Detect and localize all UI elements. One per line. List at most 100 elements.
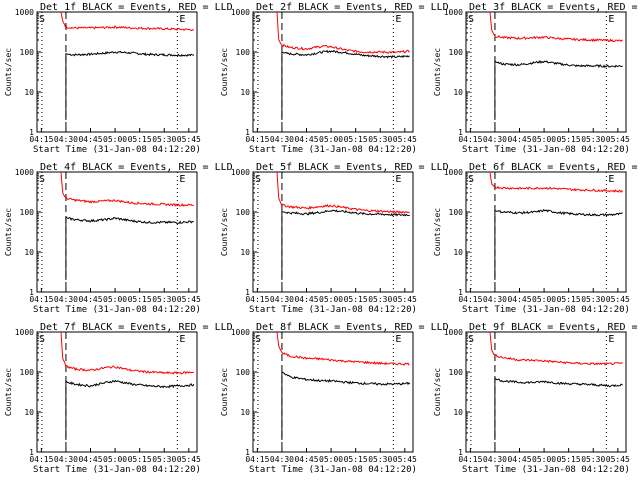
y-tick-label: 1000 (444, 8, 463, 17)
detector-panel: Det 2f BLACK = Events, RED = LLD Counts/s… (220, 2, 449, 155)
x-tick-label: 05:45 (393, 295, 417, 304)
x-tick-label: 05:30 (581, 455, 605, 464)
detector-panel: Det 7f BLACK = Events, RED = LLD Counts/s… (4, 322, 233, 475)
x-axis-label: Start Time (31-Jan-08 04:12:20) (33, 145, 201, 155)
y-tick-label: 10 (453, 248, 463, 257)
y-tick-label: 100 (236, 48, 251, 57)
x-tick-label: 05:45 (606, 295, 630, 304)
events-rate-line (65, 379, 195, 440)
y-tick-label: 100 (236, 208, 251, 217)
plot-frame (465, 171, 627, 293)
x-axis-label: Start Time (31-Jan-08 04:12:20) (249, 465, 417, 475)
x-axis-label: Start Time (31-Jan-08 04:12:20) (462, 145, 630, 155)
y-axis-label: Counts/sec (220, 48, 229, 96)
y-tick-label: 1 (29, 288, 34, 297)
x-axis-label: Start Time (31-Jan-08 04:12:20) (33, 305, 201, 315)
x-tick-label: 05:30 (368, 135, 392, 144)
x-tick-label: 05:15 (344, 295, 368, 304)
x-tick-label: 05:00 (319, 295, 343, 304)
x-tick-label: 04:15 (245, 295, 269, 304)
x-tick-label: 05:30 (152, 295, 176, 304)
x-tick-label: 05:15 (128, 135, 152, 144)
x-tick-label: 04:45 (78, 455, 102, 464)
x-tick-label: 05:45 (606, 455, 630, 464)
y-tick-label: 100 (20, 368, 35, 377)
end-marker-label: E (608, 14, 614, 25)
events-rate-line (281, 209, 410, 280)
x-tick-label: 05:45 (393, 135, 417, 144)
events-rate-line (65, 216, 194, 280)
plot-frame (252, 11, 414, 133)
y-tick-label: 100 (20, 208, 35, 217)
x-tick-label: 04:45 (294, 455, 318, 464)
y-tick-label: 10 (24, 88, 34, 97)
events-rate-line (494, 208, 623, 280)
lld-rate-line (489, 331, 624, 366)
x-tick-label: 05:00 (532, 455, 556, 464)
lld-rate-line (60, 171, 194, 207)
x-tick-label: 04:45 (294, 135, 318, 144)
x-tick-label: 04:30 (54, 135, 78, 144)
x-tick-label: 04:15 (29, 455, 53, 464)
panel-title: Det 9f BLACK = Events, RED = LLD (469, 322, 640, 333)
lld-rate-line (276, 11, 410, 54)
lld-rate-line (60, 11, 195, 32)
panel-title: Det 3f BLACK = Events, RED = LLD (469, 2, 640, 13)
plot-frame (36, 331, 198, 453)
x-tick-label: 05:15 (557, 135, 581, 144)
x-tick-label: 05:00 (319, 455, 343, 464)
lld-rate-line (276, 331, 410, 366)
start-marker-label: S (255, 14, 261, 25)
plot-frame (36, 171, 198, 293)
panel-title: Det 7f BLACK = Events, RED = LLD (40, 322, 233, 333)
x-tick-label: 05:15 (344, 455, 368, 464)
x-tick-label: 04:30 (270, 455, 294, 464)
x-axis-label: Start Time (31-Jan-08 04:12:20) (249, 305, 417, 315)
start-marker-label: S (39, 174, 45, 185)
start-marker-label: S (468, 14, 474, 25)
panel-title: Det 6f BLACK = Events, RED = LLD (469, 162, 640, 173)
events-rate-line (65, 50, 195, 120)
y-axis-label: Counts/sec (433, 368, 442, 416)
detector-panel: Det 9f BLACK = Events, RED = LLD Counts/s… (433, 322, 640, 475)
x-tick-label: 04:15 (29, 295, 53, 304)
x-tick-label: 05:00 (103, 455, 127, 464)
events-rate-line (281, 49, 410, 120)
detector-panel: Det 5f BLACK = Events, RED = LLD Counts/s… (220, 162, 449, 315)
y-tick-label: 1000 (444, 328, 463, 337)
lld-rate-line (489, 11, 623, 43)
y-tick-label: 100 (449, 368, 464, 377)
x-tick-label: 04:30 (270, 135, 294, 144)
events-rate-line (494, 377, 623, 440)
x-tick-label: 04:45 (507, 295, 531, 304)
x-tick-label: 05:15 (128, 455, 152, 464)
y-axis-label: Counts/sec (433, 208, 442, 256)
detector-panel: Det 6f BLACK = Events, RED = LLD Counts/s… (433, 162, 640, 315)
x-tick-label: 05:45 (177, 135, 201, 144)
end-marker-label: E (179, 174, 185, 185)
x-tick-label: 05:30 (152, 135, 176, 144)
end-marker-label: E (608, 334, 614, 345)
y-tick-label: 1 (29, 448, 34, 457)
x-tick-label: 04:30 (54, 455, 78, 464)
lld-rate-line (276, 171, 410, 214)
x-tick-label: 04:15 (458, 455, 482, 464)
y-tick-label: 1000 (15, 8, 34, 17)
events-rate-line (281, 371, 411, 440)
x-tick-label: 04:30 (270, 295, 294, 304)
y-tick-label: 10 (453, 88, 463, 97)
y-tick-label: 10 (24, 248, 34, 257)
y-tick-label: 100 (236, 368, 251, 377)
end-marker-label: E (395, 174, 401, 185)
start-marker-label: S (468, 334, 474, 345)
end-marker-label: E (395, 14, 401, 25)
panel-title: Det 1f BLACK = Events, RED = LLD (40, 2, 233, 13)
panel-title: Det 4f BLACK = Events, RED = LLD (40, 162, 233, 173)
y-axis-label: Counts/sec (433, 48, 442, 96)
x-tick-label: 04:30 (483, 135, 507, 144)
y-tick-label: 10 (453, 408, 463, 417)
y-tick-label: 1 (458, 128, 463, 137)
end-marker-label: E (395, 334, 401, 345)
y-tick-label: 100 (20, 48, 35, 57)
x-tick-label: 05:45 (393, 455, 417, 464)
